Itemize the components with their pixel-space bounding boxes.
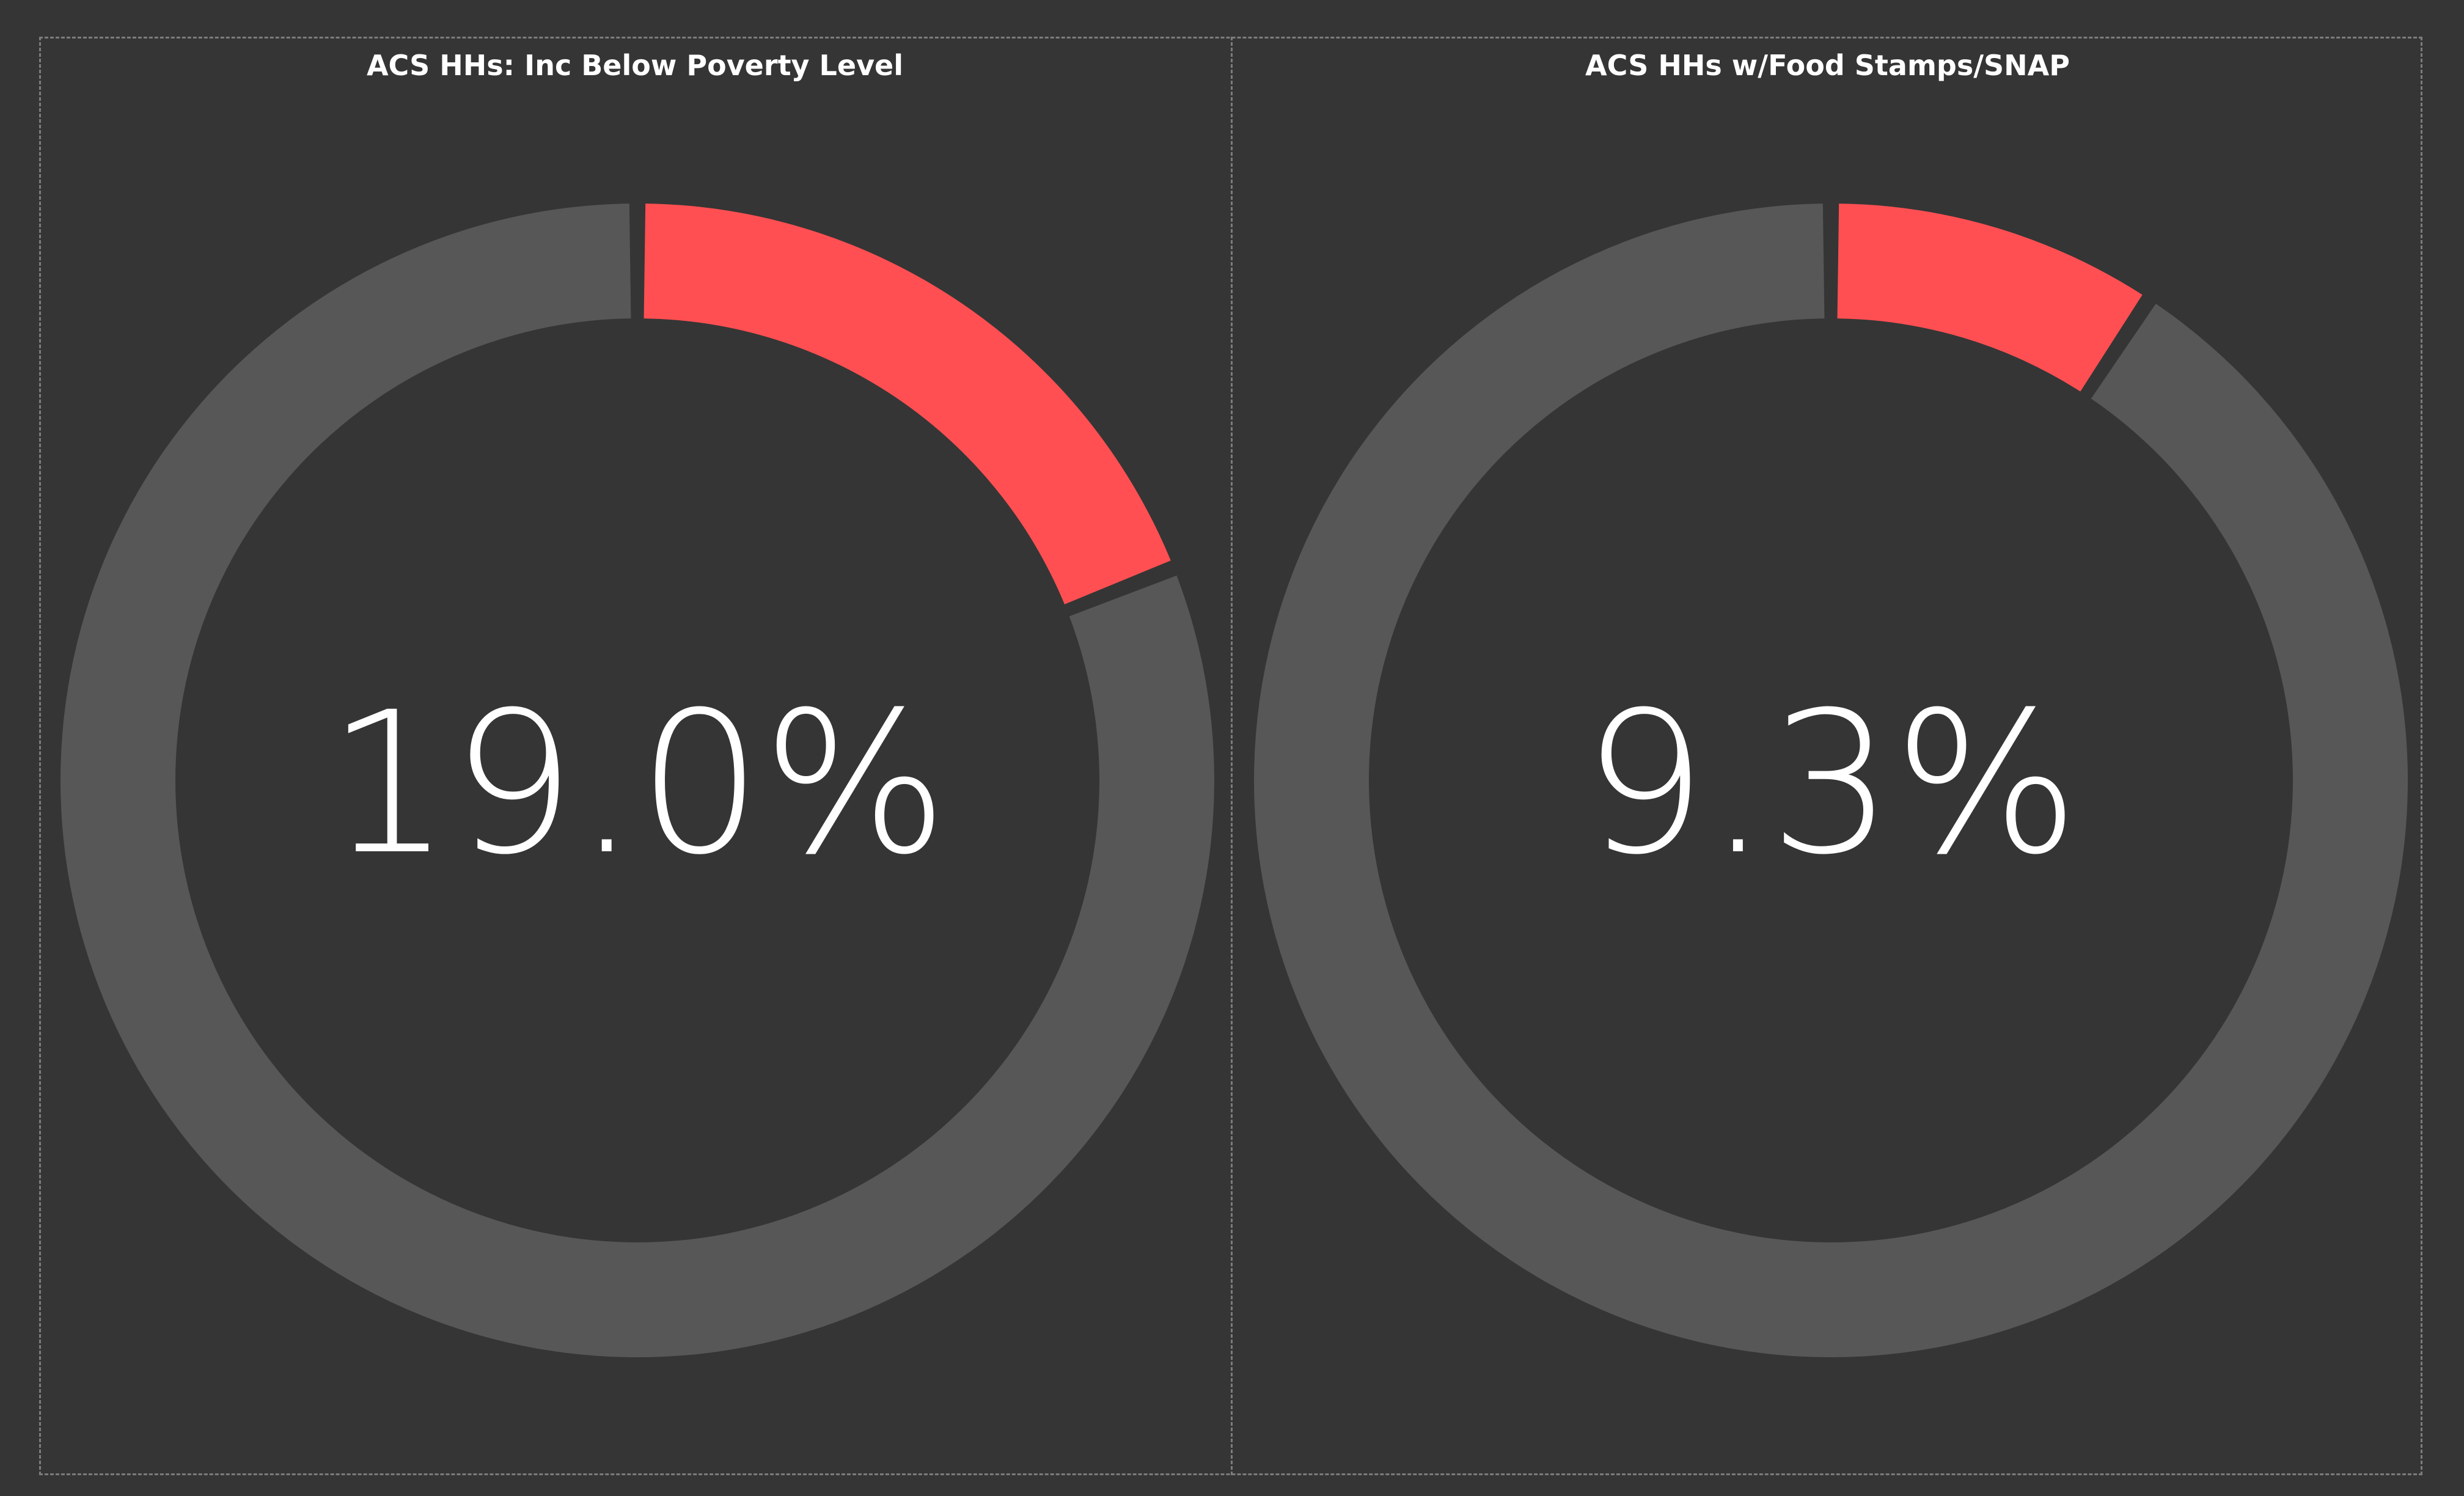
poverty-donut-panel: ACS HHs: Inc Below Poverty Level 19.0%	[39, 37, 1231, 1475]
donut-chart: 9.3%	[1254, 204, 2408, 1357]
chart-title: ACS HHs w/Food Stamps/SNAP	[1585, 49, 2070, 82]
snap-donut-panel: ACS HHs w/Food Stamps/SNAP 9.3%	[1231, 37, 2422, 1475]
value-segment	[644, 204, 1171, 604]
donut-chart: 19.0%	[60, 204, 1214, 1357]
value-segment	[1837, 204, 2143, 392]
value-label: 9.3%	[1583, 670, 2080, 898]
value-label: 19.0%	[327, 670, 948, 898]
chart-title: ACS HHs: Inc Below Poverty Level	[366, 49, 904, 82]
